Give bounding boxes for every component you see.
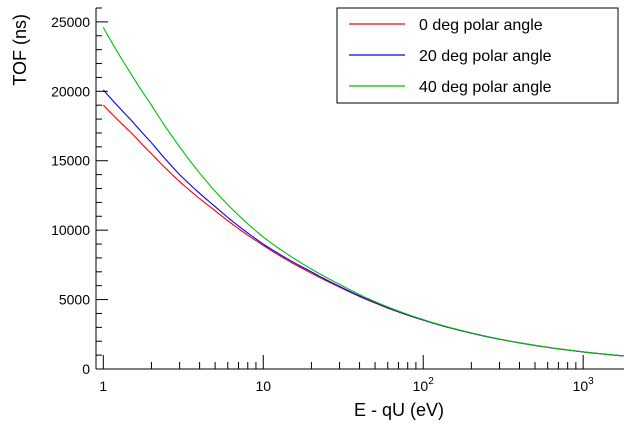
legend: 0 deg polar angle 20 deg polar angle 40 de…: [336, 7, 619, 104]
legend-label-2: 40 deg polar angle: [419, 79, 552, 96]
legend-label-0: 0 deg polar angle: [419, 17, 543, 34]
x-tick-label: 10: [255, 378, 271, 394]
y-axis-title: TOF (ns): [10, 14, 30, 86]
series-line-2: [102, 27, 624, 357]
y-tick-label: 20000: [51, 83, 90, 99]
y-tick-label: 5000: [59, 292, 90, 308]
y-tick-label: 15000: [51, 153, 90, 169]
series-layer: [102, 27, 624, 357]
y-tick-label: 25000: [51, 14, 90, 30]
x-tick-label: 1: [99, 378, 107, 394]
legend-label-1: 20 deg polar angle: [419, 48, 552, 65]
y-tick-label: 0: [82, 361, 90, 377]
y-tick-label: 10000: [51, 222, 90, 238]
x-axis-title: E - qU (eV): [354, 400, 444, 420]
x-tick-exponent: 2: [428, 376, 434, 387]
x-tick-exponent: 3: [588, 376, 594, 387]
